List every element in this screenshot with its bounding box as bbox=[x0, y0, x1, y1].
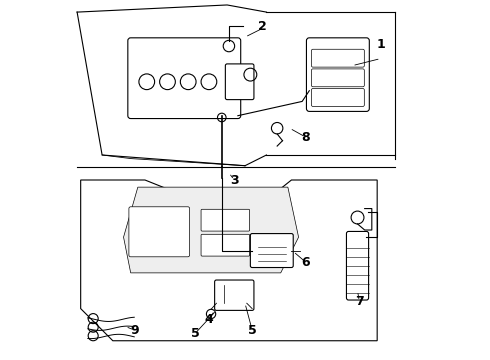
Text: 9: 9 bbox=[130, 324, 139, 337]
Text: 3: 3 bbox=[230, 174, 239, 186]
Text: 5: 5 bbox=[248, 324, 257, 337]
FancyBboxPatch shape bbox=[225, 64, 254, 100]
FancyBboxPatch shape bbox=[201, 209, 249, 231]
Text: 4: 4 bbox=[205, 313, 214, 326]
FancyBboxPatch shape bbox=[201, 234, 249, 256]
Text: 6: 6 bbox=[301, 256, 310, 269]
Polygon shape bbox=[123, 187, 298, 273]
FancyBboxPatch shape bbox=[346, 231, 368, 300]
FancyBboxPatch shape bbox=[129, 207, 190, 257]
FancyBboxPatch shape bbox=[312, 69, 364, 87]
Text: 1: 1 bbox=[376, 38, 385, 51]
Polygon shape bbox=[81, 180, 377, 341]
FancyBboxPatch shape bbox=[128, 38, 241, 118]
Text: 7: 7 bbox=[355, 295, 364, 308]
Text: 5: 5 bbox=[191, 327, 199, 340]
FancyBboxPatch shape bbox=[306, 38, 369, 111]
FancyBboxPatch shape bbox=[312, 89, 364, 107]
FancyBboxPatch shape bbox=[250, 234, 293, 267]
Text: 2: 2 bbox=[259, 20, 267, 33]
Text: 8: 8 bbox=[301, 131, 310, 144]
FancyBboxPatch shape bbox=[312, 49, 364, 67]
FancyBboxPatch shape bbox=[215, 280, 254, 310]
